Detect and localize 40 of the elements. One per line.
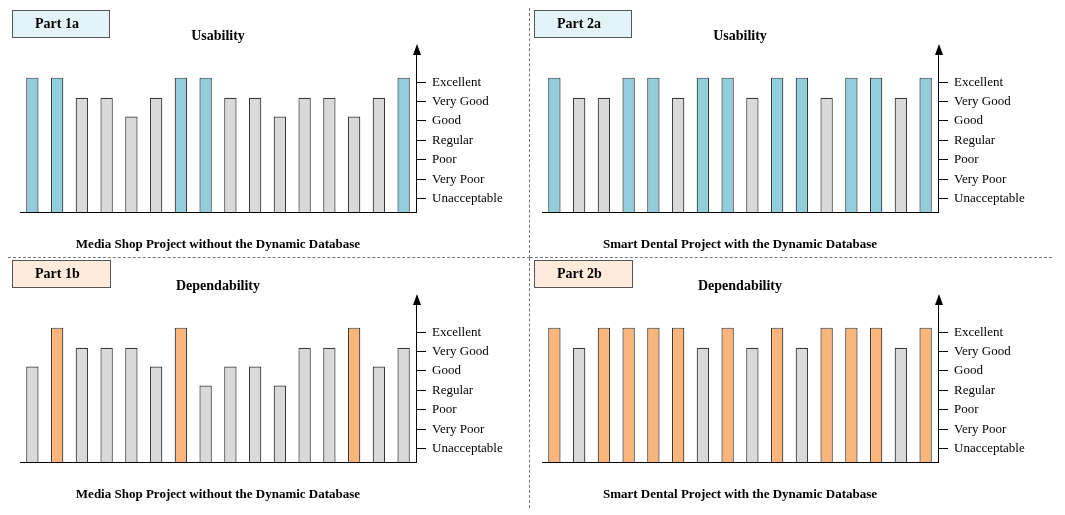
text: Excellent xyxy=(954,323,1004,339)
text: Very Good xyxy=(432,92,490,108)
text: Good xyxy=(954,111,984,127)
text: Unacceptable xyxy=(432,189,503,205)
text: Regular xyxy=(432,131,474,147)
text: Part 2a xyxy=(534,10,632,38)
text: Good xyxy=(432,361,462,377)
chart-title: Dependability xyxy=(697,278,783,294)
text: Regular xyxy=(954,131,996,147)
text: Very Poor xyxy=(432,170,486,186)
text: Very Good xyxy=(954,92,1012,108)
text: Regular xyxy=(432,381,474,397)
chart-title: Dependability xyxy=(175,278,261,294)
x-axis-title: Media Shop Project without the Dynamic Database xyxy=(75,485,361,501)
text: Excellent xyxy=(432,323,482,339)
text: Very Poor xyxy=(954,170,1008,186)
chart-title: Usability xyxy=(713,28,767,44)
chart-title: Usability xyxy=(191,28,245,44)
text: Excellent xyxy=(432,73,482,89)
text: Part 1a xyxy=(12,10,110,38)
text: Regular xyxy=(954,381,996,397)
text: Part 1b xyxy=(12,260,111,288)
text: Poor xyxy=(954,400,980,416)
x-axis-title: Smart Dental Project with the Dynamic Database xyxy=(602,235,878,251)
text: Very Poor xyxy=(954,420,1008,436)
text: Poor xyxy=(432,400,458,416)
text: Very Poor xyxy=(432,420,486,436)
x-axis-title: Media Shop Project without the Dynamic Database xyxy=(75,235,361,251)
text: Unacceptable xyxy=(954,189,1025,205)
text: Good xyxy=(432,111,462,127)
text: Unacceptable xyxy=(432,439,503,455)
text: Very Good xyxy=(954,342,1012,358)
text: Excellent xyxy=(954,73,1004,89)
text: Part 2b xyxy=(534,260,633,288)
text: Unacceptable xyxy=(954,439,1025,455)
x-axis-title: Smart Dental Project with the Dynamic Database xyxy=(602,485,878,501)
text: Poor xyxy=(954,150,980,166)
text: Good xyxy=(954,361,984,377)
text: Very Good xyxy=(432,342,490,358)
text: Poor xyxy=(432,150,458,166)
